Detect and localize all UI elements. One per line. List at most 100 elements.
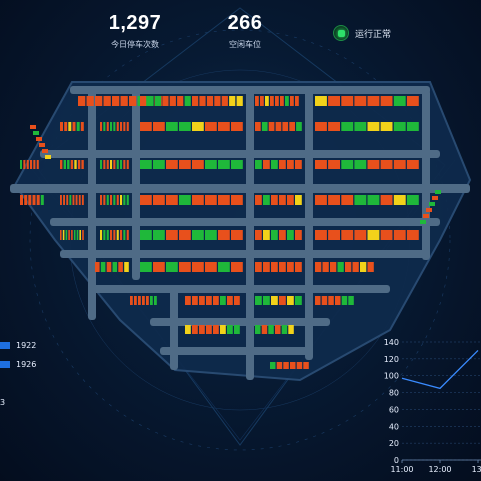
parking-spot bbox=[126, 160, 129, 169]
today-parking-stat: 1,297 今日停车次数 bbox=[100, 12, 170, 50]
parking-spot bbox=[179, 230, 191, 240]
parking-spot bbox=[40, 195, 44, 205]
parking-spot bbox=[116, 230, 119, 240]
parking-spot bbox=[435, 190, 441, 194]
parking-spot bbox=[328, 122, 340, 131]
parking-spot bbox=[62, 230, 65, 240]
parking-spot bbox=[367, 160, 380, 169]
line-chart: 0 20 40 60 80 100 120 140 11:00 12:00 13: bbox=[384, 338, 481, 474]
parking-spot bbox=[335, 296, 341, 305]
y-tick-label: 20 bbox=[389, 439, 399, 448]
parking-spot bbox=[330, 262, 337, 272]
parking-spot bbox=[279, 230, 286, 240]
parking-spot bbox=[80, 122, 84, 131]
parking-spot bbox=[113, 195, 116, 205]
parking-spot bbox=[110, 195, 113, 205]
parking-spot bbox=[100, 195, 103, 205]
parking-spot bbox=[231, 160, 243, 169]
left-panel-value: 1926 bbox=[16, 360, 37, 369]
parking-spot bbox=[288, 325, 294, 334]
parking-spot bbox=[72, 195, 75, 205]
parking-spot bbox=[75, 195, 78, 205]
parking-spot bbox=[220, 296, 226, 305]
parking-spot bbox=[231, 230, 243, 240]
parking-spot bbox=[393, 96, 406, 106]
parking-spot bbox=[214, 96, 221, 106]
parking-spot bbox=[45, 155, 51, 159]
parking-spot bbox=[367, 262, 374, 272]
parking-spot bbox=[140, 96, 147, 106]
x-tick-label: 13: bbox=[472, 465, 481, 474]
parking-spot bbox=[420, 220, 426, 224]
parking-spot bbox=[295, 96, 299, 106]
parking-spot bbox=[280, 96, 284, 106]
road-segment bbox=[60, 250, 430, 258]
parking-spot bbox=[199, 296, 205, 305]
parking-spot bbox=[341, 296, 348, 305]
parking-spot bbox=[154, 296, 157, 305]
parking-spot bbox=[71, 230, 73, 240]
parking-spot bbox=[380, 96, 393, 106]
parking-spot bbox=[315, 96, 327, 106]
parking-spot bbox=[166, 262, 178, 272]
parking-spot bbox=[393, 230, 406, 240]
left-panel-row: 1922 bbox=[0, 341, 36, 350]
parking-spot bbox=[60, 160, 63, 169]
parking-spot bbox=[74, 160, 77, 169]
parking-spot bbox=[367, 195, 380, 205]
road-segment bbox=[88, 90, 96, 320]
x-tick-label: 11:00 bbox=[390, 465, 413, 474]
road-segment bbox=[305, 90, 313, 360]
parking-spot bbox=[205, 160, 217, 169]
parking-spot bbox=[276, 362, 283, 369]
parking-spot bbox=[315, 296, 321, 305]
parking-spot bbox=[106, 230, 109, 240]
parking-spot bbox=[255, 160, 262, 169]
parking-spot bbox=[328, 96, 340, 106]
parking-spot bbox=[268, 122, 275, 131]
parking-spot bbox=[432, 196, 438, 200]
parking-spot bbox=[95, 96, 103, 106]
parking-spot bbox=[255, 195, 262, 205]
parking-spot bbox=[106, 160, 109, 169]
y-tick-label: 140 bbox=[384, 338, 399, 347]
parking-spot bbox=[271, 296, 278, 305]
parking-spot bbox=[106, 195, 109, 205]
parking-spot bbox=[106, 122, 109, 131]
lot-roads bbox=[10, 86, 470, 380]
road-segment bbox=[40, 150, 440, 158]
parking-spot bbox=[367, 230, 380, 240]
parking-spot bbox=[63, 160, 66, 169]
road-segment bbox=[50, 218, 440, 226]
parking-spot bbox=[150, 296, 153, 305]
parking-spot bbox=[179, 195, 191, 205]
parking-spot bbox=[380, 160, 393, 169]
parking-spot bbox=[380, 195, 393, 205]
parking-spot bbox=[179, 262, 191, 272]
parking-spot bbox=[123, 122, 126, 131]
parking-spot bbox=[218, 195, 230, 205]
parking-spot bbox=[354, 122, 367, 131]
parking-spot bbox=[205, 195, 217, 205]
parking-spot bbox=[86, 96, 94, 106]
parking-spot bbox=[255, 262, 262, 272]
parking-spot bbox=[113, 230, 116, 240]
road-segment bbox=[170, 290, 178, 370]
parking-spot bbox=[130, 296, 133, 305]
parking-spot bbox=[271, 195, 278, 205]
parking-spot bbox=[328, 230, 340, 240]
parking-spot bbox=[153, 230, 165, 240]
parking-spot bbox=[100, 122, 103, 131]
parking-spot bbox=[315, 160, 327, 169]
parking-spot bbox=[199, 96, 206, 106]
parking-spot bbox=[23, 160, 26, 169]
road-segment bbox=[246, 90, 254, 380]
parking-spot bbox=[138, 296, 141, 305]
parking-spot bbox=[166, 160, 178, 169]
parking-spot bbox=[60, 195, 62, 205]
parking-spot bbox=[354, 96, 367, 106]
parking-spot bbox=[295, 296, 302, 305]
free-spots-stat: 266 空闲车位 bbox=[210, 12, 280, 50]
parking-spot bbox=[279, 195, 286, 205]
chart-y-ticks: 0 20 40 60 80 100 120 140 bbox=[384, 338, 399, 465]
